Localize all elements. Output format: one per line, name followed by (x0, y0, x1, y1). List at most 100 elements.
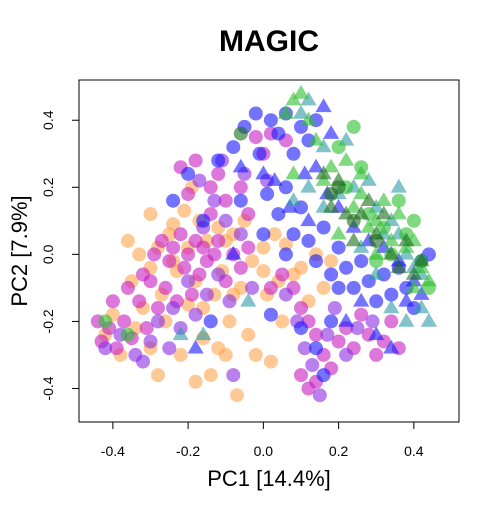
data-point-circle (120, 233, 135, 248)
data-point-triangle (172, 326, 189, 341)
data-point-circle (147, 247, 162, 262)
data-point-triangle (232, 158, 249, 173)
data-point-triangle (266, 172, 283, 186)
data-point-circle (331, 334, 346, 349)
data-point-circle (188, 307, 203, 322)
data-point-circle (316, 368, 331, 383)
data-point-circle (192, 267, 207, 282)
data-point-triangle (390, 178, 407, 193)
data-point-circle (278, 247, 293, 262)
data-point-triangle (383, 232, 400, 247)
data-point-circle (346, 119, 361, 134)
y-axis: -0.4 -0.2 0.0 0.2 0.4 (40, 110, 79, 401)
data-point-triangle (375, 205, 392, 220)
data-point-circle (199, 287, 214, 302)
data-point-circle (252, 146, 267, 161)
data-point-triangle (413, 252, 430, 267)
data-point-circle (324, 267, 339, 282)
data-point-circle (331, 140, 346, 155)
data-point-circle (226, 140, 241, 155)
data-point-triangle (315, 98, 332, 113)
data-point-circle (181, 274, 196, 289)
x-tick-label: 0.0 (254, 443, 274, 459)
data-point-circle (278, 237, 293, 252)
data-point-triangle (398, 232, 415, 247)
data-point-circle (226, 368, 241, 383)
data-point-circle (263, 354, 278, 369)
data-point-circle (421, 280, 436, 295)
data-point-circle (324, 187, 339, 201)
data-point-triangle (285, 192, 302, 206)
data-point-triangle (345, 198, 362, 213)
data-point-circle (233, 180, 248, 195)
y-tick-label: -0.2 (40, 309, 56, 333)
data-point-circle (233, 260, 248, 275)
y-axis-title: PC2 [7.9%] (7, 195, 32, 306)
data-point-circle (207, 247, 222, 262)
data-point-circle (263, 307, 278, 322)
data-point-circle (230, 388, 244, 403)
data-point-circle (177, 260, 192, 275)
data-point-circle (211, 267, 226, 282)
data-point-circle (384, 314, 399, 329)
data-point-triangle (353, 185, 370, 200)
x-tick-label: 0.2 (329, 443, 349, 459)
data-point-circle (132, 294, 147, 309)
x-axis: -0.4 -0.2 0.0 0.2 0.4 (101, 422, 424, 459)
data-point-triangle (405, 266, 422, 280)
data-point-circle (263, 113, 278, 128)
data-point-triangle (240, 292, 257, 307)
data-point-triangle (398, 312, 415, 327)
data-point-circle (203, 368, 218, 383)
data-point-circle (120, 280, 135, 295)
chart-title: MAGIC (219, 25, 319, 58)
data-point-circle (218, 213, 233, 228)
data-point-circle (211, 166, 226, 181)
data-point-circle (120, 327, 135, 342)
data-point-circle (406, 213, 421, 228)
data-point-circle (181, 247, 196, 262)
data-point-circle (241, 327, 256, 342)
data-point-circle (312, 388, 327, 403)
data-points (90, 84, 437, 403)
data-point-triangle (323, 198, 340, 213)
data-point-circle (365, 314, 380, 329)
data-point-circle (143, 274, 158, 289)
data-point-triangle (353, 292, 370, 307)
data-point-circle (203, 180, 218, 195)
data-point-triangle (368, 266, 385, 280)
data-point-circle (376, 220, 391, 235)
data-point-circle (301, 233, 316, 248)
data-point-circle (354, 254, 369, 269)
data-point-circle (286, 146, 301, 161)
data-point-circle (173, 227, 188, 242)
data-point-circle (331, 240, 346, 255)
data-point-circle (294, 321, 308, 336)
data-point-circle (139, 321, 154, 336)
data-point-circle (309, 254, 323, 269)
data-point-circle (384, 287, 399, 302)
data-point-circle (256, 264, 271, 279)
data-point-circle (278, 287, 293, 302)
data-point-circle (248, 106, 263, 121)
data-point-triangle (360, 219, 377, 233)
data-point-circle (346, 280, 361, 295)
data-point-circle (117, 314, 132, 329)
data-point-triangle (398, 292, 415, 307)
data-point-circle (331, 280, 346, 295)
data-point-circle (324, 314, 339, 329)
data-point-circle (132, 247, 147, 262)
data-point-circle (181, 166, 196, 181)
data-point-circle (305, 358, 320, 372)
data-point-triangle (187, 339, 204, 354)
data-point-circle (166, 217, 181, 232)
data-point-triangle (300, 212, 317, 227)
data-point-triangle (420, 312, 437, 327)
data-point-circle (294, 260, 308, 275)
data-point-circle (158, 280, 173, 295)
data-point-circle (391, 193, 406, 208)
data-point-circle (222, 314, 237, 329)
data-point-circle (151, 314, 165, 329)
data-point-triangle (368, 326, 385, 341)
